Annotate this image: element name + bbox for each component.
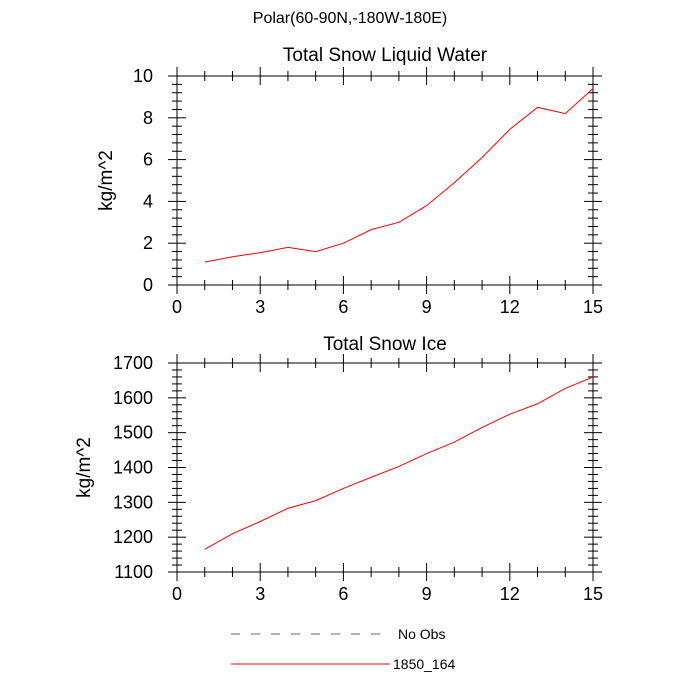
y-tick-label: 4 bbox=[143, 191, 153, 211]
chart-panel-2: Total Snow Ice kg/m^2 0 3 6 9 12 15 1100 1200 1300… bbox=[74, 334, 603, 604]
y-tick-label: 1400 bbox=[113, 458, 153, 478]
plot-frame bbox=[176, 362, 594, 573]
x-tick-label: 3 bbox=[255, 584, 265, 604]
x-tick-label: 0 bbox=[172, 297, 182, 317]
x-tick-label: 6 bbox=[338, 584, 348, 604]
x-tick-label: 15 bbox=[583, 297, 603, 317]
y-tick-label: 0 bbox=[143, 275, 153, 295]
series-line-1850_164 bbox=[204, 376, 594, 550]
y-tick-label: 1500 bbox=[113, 423, 153, 443]
legend: No Obs 1850_164 bbox=[231, 626, 456, 672]
legend-label: 1850_164 bbox=[393, 656, 456, 672]
y-tick-label: 10 bbox=[133, 66, 153, 86]
x-tick-label: 9 bbox=[422, 297, 432, 317]
x-tick-label: 0 bbox=[172, 584, 182, 604]
y-tick-label: 1700 bbox=[113, 353, 153, 373]
y-tick-label: 1100 bbox=[114, 562, 153, 582]
x-tick-label: 12 bbox=[500, 584, 520, 604]
chart-title: Total Snow Liquid Water bbox=[283, 45, 488, 66]
x-tick-label: 6 bbox=[338, 297, 348, 317]
x-tick-label: 15 bbox=[583, 584, 603, 604]
y-tick-label: 6 bbox=[143, 150, 153, 170]
page-title: Polar(60-90N,-180W-180E) bbox=[252, 10, 448, 27]
legend-label: No Obs bbox=[398, 626, 445, 642]
x-tick-label: 12 bbox=[500, 297, 520, 317]
y-axis-label: kg/m^2 bbox=[74, 437, 95, 498]
y-tick-label: 1600 bbox=[113, 388, 153, 408]
y-tick-label: 8 bbox=[143, 108, 153, 128]
chart-panel-1: Total Snow Liquid Water kg/m^2 0 3 6 9 12 15 0 2 4… bbox=[96, 45, 603, 317]
y-tick-label: 1200 bbox=[113, 527, 153, 547]
x-tick-label: 3 bbox=[255, 297, 265, 317]
series-line-1850_164 bbox=[204, 88, 594, 263]
x-tick-label: 9 bbox=[422, 584, 432, 604]
y-tick-label: 1300 bbox=[113, 492, 153, 512]
plot-frame bbox=[176, 75, 594, 286]
y-axis-label: kg/m^2 bbox=[96, 150, 117, 211]
y-tick-label: 2 bbox=[143, 233, 153, 253]
chart-title: Total Snow Ice bbox=[323, 334, 447, 355]
